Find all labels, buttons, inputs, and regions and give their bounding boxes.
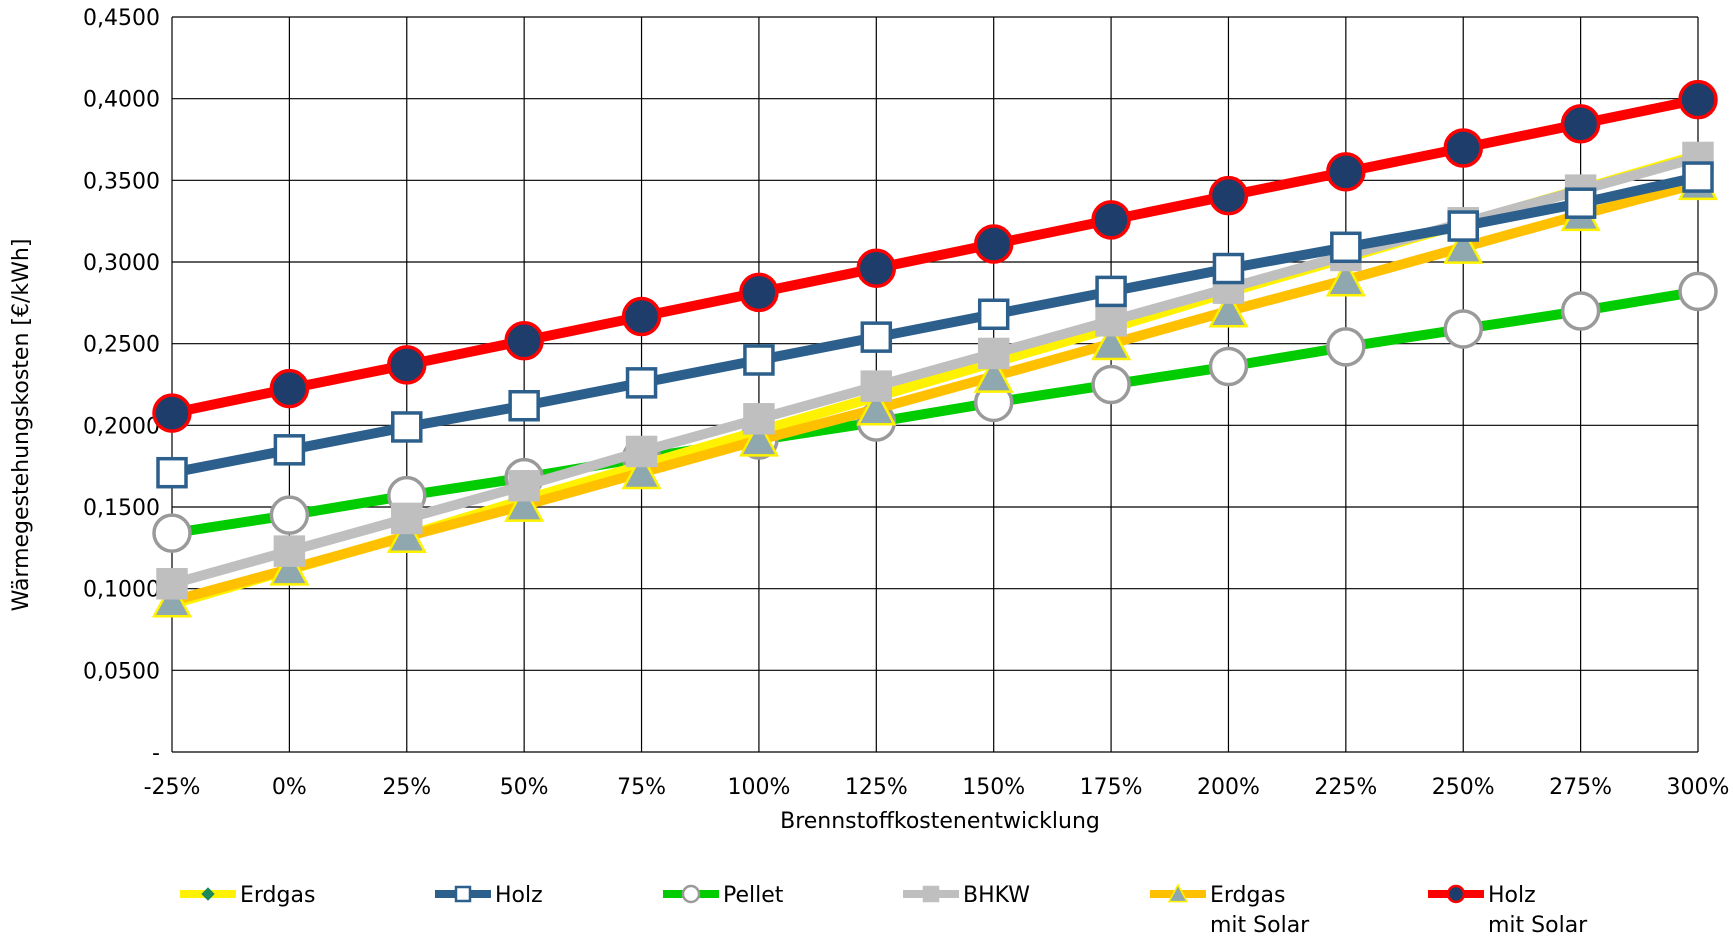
legend-label: Erdgas	[240, 883, 315, 908]
y-tick-label: 0,1500	[83, 496, 160, 521]
data-point	[1563, 293, 1599, 329]
x-tick-label: 125%	[845, 775, 908, 800]
x-tick-label: 225%	[1314, 775, 1377, 800]
data-point	[976, 226, 1012, 262]
legend-item: Holz	[435, 883, 543, 908]
x-tick-label: 300%	[1667, 775, 1730, 800]
y-tick-label: 0,2000	[83, 414, 160, 439]
y-axis-title: Wärmegestehungskosten [€/kWh]	[9, 239, 34, 612]
legend-item: Pellet	[663, 883, 784, 908]
data-point	[393, 504, 421, 532]
data-point	[1332, 233, 1360, 261]
legend-item: Holz mit Solar	[1428, 883, 1588, 938]
legend-swatch-marker	[456, 887, 470, 901]
data-point	[745, 405, 773, 433]
y-tick-label: 0,0500	[83, 659, 160, 684]
x-tick-label: 175%	[1080, 775, 1143, 800]
data-point	[628, 437, 656, 465]
data-point	[980, 339, 1008, 367]
data-point	[1680, 82, 1716, 118]
legend-label: Erdgas	[1210, 883, 1285, 908]
x-tick-label: 75%	[617, 775, 666, 800]
data-point	[506, 323, 542, 359]
data-point	[862, 372, 890, 400]
data-point	[1445, 130, 1481, 166]
data-point	[1093, 202, 1129, 238]
x-axis-title: Brennstoffkostenentwicklung	[780, 809, 1100, 834]
x-tick-label: 150%	[962, 775, 1025, 800]
x-tick-label: 50%	[500, 775, 549, 800]
data-point	[271, 497, 307, 533]
data-point	[1563, 106, 1599, 142]
data-point	[1214, 255, 1242, 283]
data-point	[154, 515, 190, 551]
x-tick-label: 25%	[382, 775, 431, 800]
data-point	[980, 300, 1008, 328]
y-tick-label: 0,4500	[83, 6, 160, 31]
series-3	[154, 273, 1716, 551]
data-point	[858, 250, 894, 286]
legend-swatch-marker	[1448, 886, 1464, 902]
data-point	[154, 395, 190, 431]
legend-item: Erdgas mit Solar	[1150, 883, 1310, 938]
legend-label-line2: mit Solar	[1210, 913, 1310, 938]
legend-label: Holz	[495, 883, 543, 908]
data-point	[158, 459, 186, 487]
data-point	[1445, 311, 1481, 347]
legend-label: Holz	[1488, 883, 1536, 908]
legend: Erdgas Holz Pellet BHKW Erdgas mit Solar Holz m…	[180, 883, 1588, 938]
x-axis-tick-labels: -25% 0% 25% 50% 75% 100% 125% 150% 175% 200% 225% 2…	[144, 775, 1730, 800]
legend-label: BHKW	[963, 883, 1030, 908]
x-tick-label: 100%	[727, 775, 790, 800]
data-point	[158, 570, 186, 598]
data-point	[510, 472, 538, 500]
data-point	[271, 371, 307, 407]
legend-item: Erdgas	[180, 883, 315, 908]
y-tick-label: 0,3000	[83, 251, 160, 276]
y-tick-label: 0,1000	[83, 578, 160, 603]
data-point	[1328, 329, 1364, 365]
y-tick-label: 0,4000	[83, 88, 160, 113]
y-tick-label: -	[152, 741, 160, 766]
legend-swatch-marker	[683, 886, 699, 902]
data-point	[1210, 349, 1246, 385]
data-point	[624, 299, 660, 335]
data-point	[1097, 277, 1125, 305]
legend-label: Pellet	[723, 883, 784, 908]
y-tick-label: 0,3500	[83, 169, 160, 194]
data-point	[1093, 367, 1129, 403]
x-tick-label: 200%	[1197, 775, 1260, 800]
legend-label-line2: mit Solar	[1488, 913, 1588, 938]
data-point	[1567, 189, 1595, 217]
data-point	[1328, 154, 1364, 190]
x-tick-label: 0%	[272, 775, 307, 800]
x-tick-label: 250%	[1432, 775, 1495, 800]
data-point	[628, 369, 656, 397]
data-point	[393, 413, 421, 441]
data-point	[1680, 273, 1716, 309]
data-point	[389, 347, 425, 383]
legend-item: BHKW	[903, 883, 1030, 908]
data-point	[1097, 307, 1125, 335]
x-tick-label: -25%	[144, 775, 201, 800]
series-5	[154, 166, 1716, 617]
data-point	[862, 323, 890, 351]
data-point	[741, 274, 777, 310]
data-point	[745, 346, 773, 374]
data-point	[275, 537, 303, 565]
data-point	[275, 436, 303, 464]
data-point	[1210, 178, 1246, 214]
data-point	[1684, 163, 1712, 191]
legend-swatch-marker	[924, 887, 938, 901]
y-tick-label: 0,2500	[83, 333, 160, 358]
data-point	[1449, 212, 1477, 240]
series-lines	[154, 82, 1716, 617]
data-point	[510, 392, 538, 420]
y-axis-tick-labels: - 0,0500 0,1000 0,1500 0,2000 0,2500 0,3000 0,3…	[83, 6, 160, 766]
x-tick-label: 275%	[1549, 775, 1612, 800]
legend-swatch-marker	[202, 888, 214, 900]
